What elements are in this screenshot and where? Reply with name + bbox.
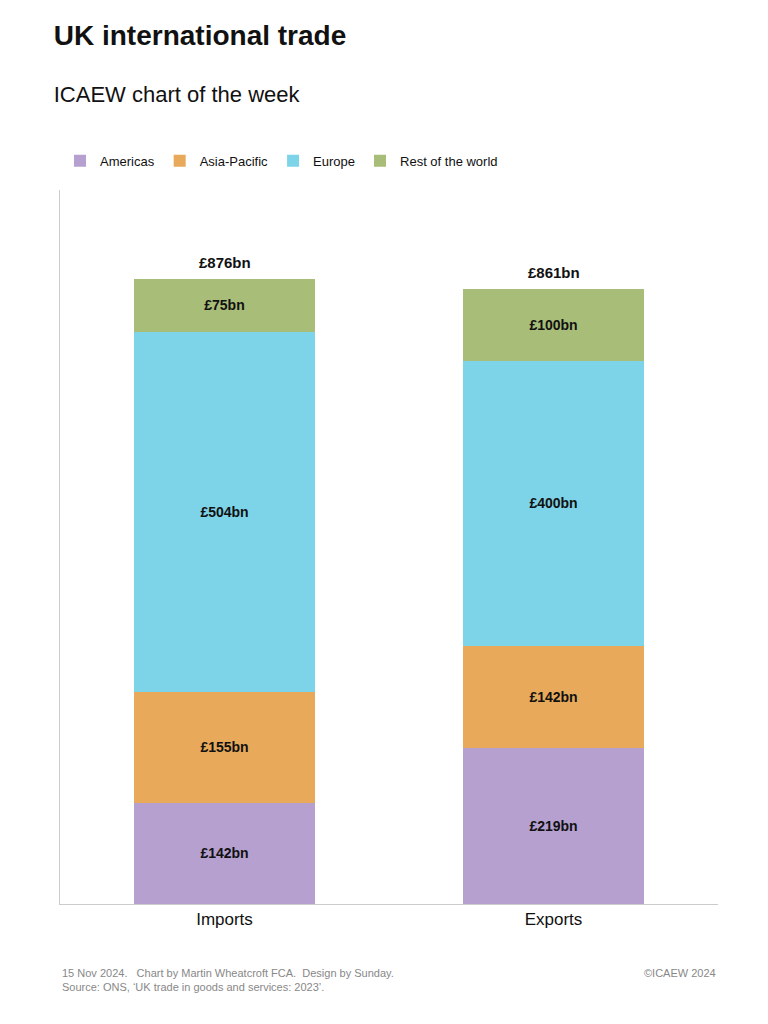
svg-text:£504bn: £504bn bbox=[200, 504, 248, 520]
svg-text:£876bn: £876bn bbox=[199, 254, 251, 271]
svg-text:Americas: Americas bbox=[100, 154, 155, 169]
svg-text:£142bn: £142bn bbox=[200, 845, 248, 861]
svg-text:£155bn: £155bn bbox=[200, 739, 248, 755]
svg-text:£142bn: £142bn bbox=[529, 689, 577, 705]
svg-text:UK international trade: UK international trade bbox=[54, 20, 346, 51]
svg-text:£75bn: £75bn bbox=[204, 297, 244, 313]
svg-text:£400bn: £400bn bbox=[529, 495, 577, 511]
svg-text:Asia-Pacific: Asia-Pacific bbox=[200, 154, 268, 169]
svg-text:15 Nov 2024. Chart by Martin: 15 Nov 2024. Chart by Martin Wheatcroft … bbox=[62, 967, 394, 993]
svg-text:ICAEW chart of the week: ICAEW chart of the week bbox=[54, 82, 301, 107]
svg-text:Imports: Imports bbox=[196, 910, 253, 929]
svg-text:£219bn: £219bn bbox=[529, 818, 577, 834]
svg-text:©ICAEW 2024: ©ICAEW 2024 bbox=[644, 967, 716, 979]
svg-text:£861bn: £861bn bbox=[528, 264, 580, 281]
svg-text:Exports: Exports bbox=[525, 910, 583, 929]
svg-text:Rest of the world: Rest of the world bbox=[400, 154, 498, 169]
svg-text:Europe: Europe bbox=[313, 154, 355, 169]
svg-text:£100bn: £100bn bbox=[529, 317, 577, 333]
